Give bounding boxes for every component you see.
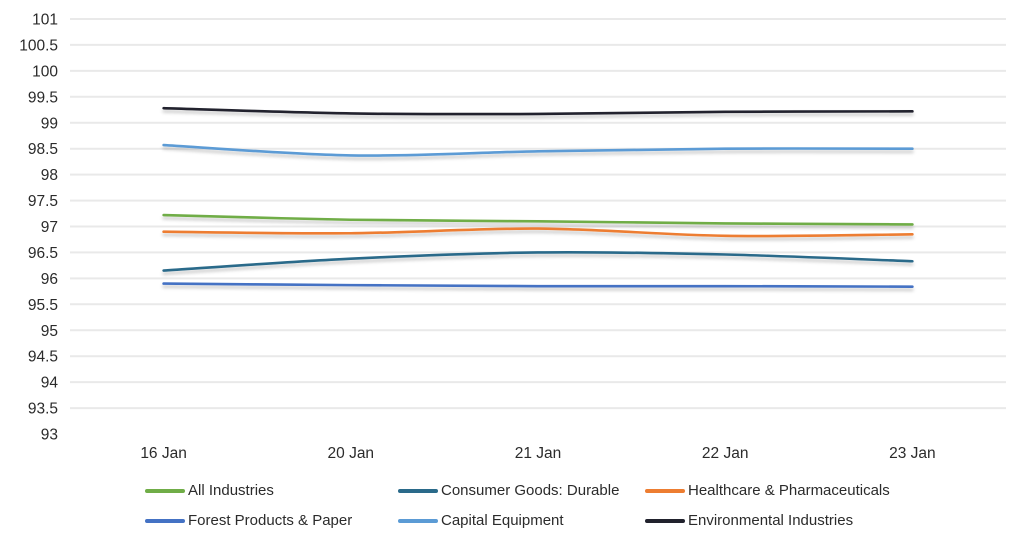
series-line-environmental-industries [162, 106, 914, 116]
legend-swatch-forest-products-paper [145, 519, 185, 523]
y-axis-tick-label: 98 [41, 167, 58, 184]
y-axis-tick-label: 97 [41, 219, 58, 236]
legend-swatch-consumer-goods-durable [398, 489, 438, 493]
y-axis-tick-label: 100.5 [19, 37, 58, 54]
plot-area: 93 93.5 94 94.5 95 95.5 96 96.5 97 97.5 98 98.5 99 99… [19, 12, 1006, 462]
legend-item-healthcare-pharmaceuticals: Healthcare & Pharmaceuticals [645, 481, 890, 501]
x-axis-tick-label: 23 Jan [889, 445, 936, 462]
legend-label: Forest Products & Paper [188, 512, 353, 529]
legend-swatch-environmental-industries [645, 519, 685, 523]
legend-item-consumer-goods-durable: Consumer Goods: Durable [398, 481, 619, 501]
legend-label: Healthcare & Pharmaceuticals [688, 482, 890, 499]
series-line-consumer-goods-durable [162, 250, 914, 272]
y-axis-tick-label: 93 [41, 427, 58, 444]
series-line-capital-equipment [162, 143, 914, 157]
y-axis-tick-label: 99.5 [28, 89, 58, 106]
y-axis-tick-label: 97.5 [28, 193, 58, 210]
y-axis-tick-label: 95 [41, 323, 58, 340]
y-axis-tick-label: 98.5 [28, 141, 58, 158]
legend-label: Consumer Goods: Durable [441, 482, 620, 499]
y-axis-tick-label: 99 [41, 115, 58, 132]
y-axis-tick-label: 96 [41, 271, 58, 288]
y-axis-tick-label: 95.5 [28, 297, 58, 314]
legend-swatch-all-industries [145, 489, 185, 493]
legend-item-capital-equipment: Capital Equipment [398, 511, 564, 531]
legend-item-forest-products-paper: Forest Products & Paper [145, 511, 352, 531]
y-axis-tick-label: 94.5 [28, 349, 58, 366]
legend-label: All Industries [188, 482, 274, 499]
x-axis-tick-label: 21 Jan [515, 445, 562, 462]
series-line-healthcare-pharmaceuticals [162, 227, 914, 238]
y-axis-tick-label: 96.5 [28, 245, 58, 262]
legend-item-all-industries: All Industries [145, 481, 274, 501]
y-axis-tick-label: 101 [32, 12, 58, 29]
y-axis-tick-label: 93.5 [28, 401, 58, 418]
y-axis-tick-label: 100 [32, 63, 58, 80]
x-axis-tick-label: 20 Jan [328, 445, 375, 462]
series-line-all-industries [162, 213, 914, 226]
legend-swatch-capital-equipment [398, 519, 438, 523]
legend-label: Environmental Industries [688, 512, 854, 529]
y-axis-tick-label: 94 [41, 375, 59, 392]
legend-item-environmental-industries: Environmental Industries [645, 511, 853, 531]
legend-swatch-healthcare-pharmaceuticals [645, 489, 685, 493]
series-line-forest-products-paper [162, 282, 914, 288]
x-axis-tick-label: 16 Jan [140, 445, 187, 462]
x-axis-tick-label: 22 Jan [702, 445, 749, 462]
legend-label: Capital Equipment [441, 512, 564, 529]
